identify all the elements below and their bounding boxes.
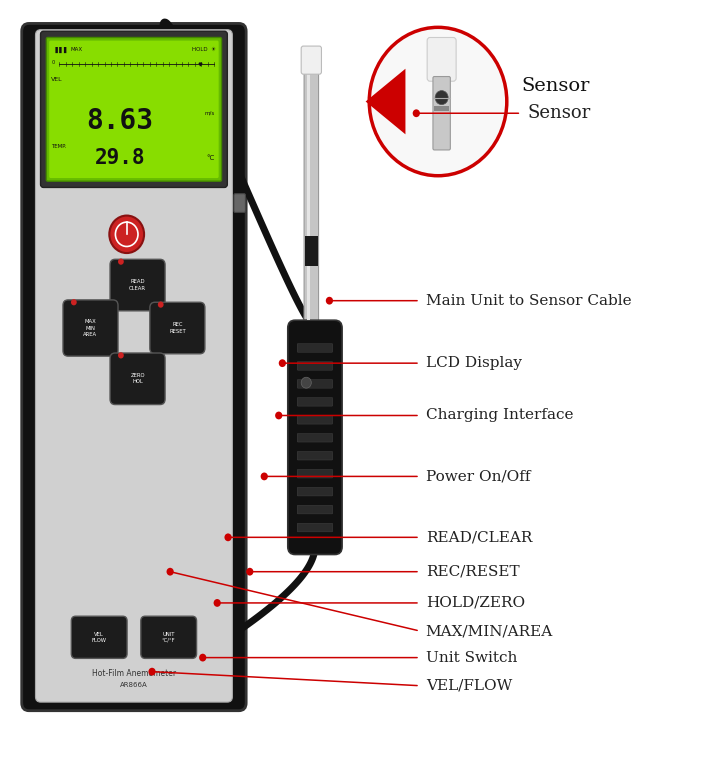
Text: Main Unit to Sensor Cable: Main Unit to Sensor Cable xyxy=(426,294,631,308)
FancyBboxPatch shape xyxy=(234,194,245,212)
Circle shape xyxy=(158,301,164,308)
FancyBboxPatch shape xyxy=(297,469,332,478)
FancyBboxPatch shape xyxy=(427,37,456,81)
FancyBboxPatch shape xyxy=(297,433,332,442)
Circle shape xyxy=(199,654,206,662)
Text: TEMP.: TEMP. xyxy=(51,144,67,149)
Circle shape xyxy=(301,377,311,388)
Text: Unit Switch: Unit Switch xyxy=(426,651,517,665)
FancyBboxPatch shape xyxy=(71,616,127,658)
Text: REC/RESET: REC/RESET xyxy=(426,565,519,579)
Text: ▐▐▐: ▐▐▐ xyxy=(52,47,67,53)
FancyBboxPatch shape xyxy=(46,37,222,181)
Text: READ/CLEAR: READ/CLEAR xyxy=(426,530,532,544)
FancyBboxPatch shape xyxy=(304,61,319,330)
Text: REC
RESET: REC RESET xyxy=(169,323,186,333)
Circle shape xyxy=(369,27,507,176)
Circle shape xyxy=(326,297,333,305)
Text: UNIT
°C/°F: UNIT °C/°F xyxy=(162,632,175,643)
Text: Charging Interface: Charging Interface xyxy=(426,408,573,423)
Bar xyxy=(307,70,311,320)
Text: Sensor: Sensor xyxy=(527,104,590,123)
FancyBboxPatch shape xyxy=(433,77,450,150)
Circle shape xyxy=(167,568,174,576)
Text: VEL
FLOW: VEL FLOW xyxy=(92,632,106,643)
Text: HOLD  ☀: HOLD ☀ xyxy=(192,47,216,52)
FancyBboxPatch shape xyxy=(297,362,332,370)
FancyBboxPatch shape xyxy=(110,353,165,405)
Text: m/s: m/s xyxy=(205,111,215,116)
FancyBboxPatch shape xyxy=(297,398,332,406)
Circle shape xyxy=(148,668,156,676)
Circle shape xyxy=(246,568,253,576)
FancyBboxPatch shape xyxy=(297,487,332,496)
FancyBboxPatch shape xyxy=(22,23,246,711)
Circle shape xyxy=(71,299,77,305)
FancyBboxPatch shape xyxy=(297,523,332,532)
Text: 0: 0 xyxy=(51,60,54,65)
Circle shape xyxy=(413,109,420,117)
Circle shape xyxy=(109,216,144,253)
FancyBboxPatch shape xyxy=(301,46,321,74)
Bar xyxy=(434,106,449,111)
Text: 29.8: 29.8 xyxy=(95,148,146,168)
Polygon shape xyxy=(366,69,405,134)
Text: MAX: MAX xyxy=(71,47,83,52)
Text: READ
CLEAR: READ CLEAR xyxy=(129,280,146,291)
Text: °C: °C xyxy=(207,155,215,161)
Text: ZERO
HOL: ZERO HOL xyxy=(130,373,145,384)
Text: AR866A: AR866A xyxy=(120,682,148,688)
FancyBboxPatch shape xyxy=(63,300,118,356)
Circle shape xyxy=(275,412,282,419)
Circle shape xyxy=(435,91,448,105)
FancyBboxPatch shape xyxy=(297,415,332,424)
FancyBboxPatch shape xyxy=(297,451,332,460)
Text: Hot-Film Anemometer: Hot-Film Anemometer xyxy=(92,669,176,678)
Text: VEL: VEL xyxy=(51,77,63,81)
Circle shape xyxy=(118,259,124,265)
FancyBboxPatch shape xyxy=(287,320,342,555)
Text: Power On/Off: Power On/Off xyxy=(426,469,530,483)
FancyBboxPatch shape xyxy=(140,616,196,658)
Circle shape xyxy=(279,359,286,367)
Circle shape xyxy=(261,473,268,480)
Text: LCD Display: LCD Display xyxy=(426,356,522,370)
FancyBboxPatch shape xyxy=(297,505,332,514)
Circle shape xyxy=(214,599,221,607)
FancyBboxPatch shape xyxy=(297,380,332,388)
Text: 8.63: 8.63 xyxy=(87,107,153,135)
FancyBboxPatch shape xyxy=(41,31,227,187)
Bar xyxy=(305,236,318,266)
FancyBboxPatch shape xyxy=(49,41,219,178)
FancyBboxPatch shape xyxy=(35,30,232,702)
FancyBboxPatch shape xyxy=(297,344,332,352)
Text: Sensor: Sensor xyxy=(521,77,589,95)
FancyBboxPatch shape xyxy=(110,259,165,311)
Circle shape xyxy=(224,533,232,541)
Circle shape xyxy=(118,352,124,358)
Text: MAX
MIN
AREA: MAX MIN AREA xyxy=(83,319,98,337)
Text: MAX/MIN/AREA: MAX/MIN/AREA xyxy=(426,624,553,638)
Text: HOLD/ZERO: HOLD/ZERO xyxy=(426,596,525,610)
FancyBboxPatch shape xyxy=(150,302,205,354)
Text: VEL/FLOW: VEL/FLOW xyxy=(426,679,512,693)
